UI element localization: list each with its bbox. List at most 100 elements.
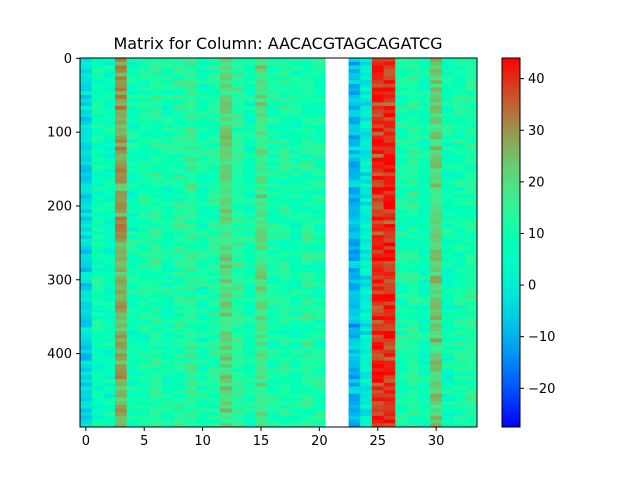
heatmap-cell [138,172,151,177]
heatmap-cell [278,61,291,66]
heatmap-cell [173,83,186,88]
heatmap-cell [441,367,455,373]
heatmap-cell [185,390,198,395]
heatmap-cell [301,286,314,291]
heatmap-cell [115,187,128,192]
heatmap-cell [150,209,163,214]
heatmap-cell [126,342,139,347]
heatmap-cell [208,316,221,321]
heatmap-cell [150,153,163,159]
heatmap-cell [441,198,455,203]
heatmap-cell [371,128,384,133]
heatmap-cell [150,404,163,409]
heatmap-cell [208,386,221,391]
heatmap-cell [150,415,163,421]
heatmap-cell [150,286,163,291]
heatmap-cell [418,227,431,232]
heatmap-cell [161,209,174,214]
heatmap-cell [196,353,209,358]
heatmap-cell [208,142,221,147]
heatmap-cell [465,183,478,188]
heatmap-cell [441,69,455,74]
heatmap-cell [161,393,174,398]
heatmap-cell [196,327,209,332]
heatmap-cell [441,316,455,321]
heatmap-cell [103,220,116,225]
heatmap-cell [115,415,128,421]
heatmap-cell [266,360,279,365]
heatmap-cell [453,419,466,424]
heatmap-cell [313,401,326,406]
heatmap-cell [173,109,186,114]
heatmap-cell [161,146,174,151]
heatmap-cell [115,379,128,384]
heatmap-cell [103,172,116,177]
heatmap-cell [301,353,314,358]
heatmap-cell [383,260,396,266]
heatmap-cell [290,360,303,365]
heatmap-cell [161,216,174,221]
heatmap-cell [185,231,198,236]
heatmap-cell [406,153,420,159]
heatmap-cell [430,367,443,373]
heatmap-cell [220,275,233,280]
heatmap-cell [243,94,256,99]
heatmap-cell [371,334,384,339]
heatmap-cell [220,408,233,413]
heatmap-cell [138,72,151,77]
heatmap-cell [196,419,209,424]
heatmap-cell [115,179,128,184]
heatmap-cell [266,238,279,243]
heatmap-cell [208,397,221,402]
heatmap-cell [278,349,291,354]
heatmap-cell [231,146,244,151]
heatmap-cell [185,179,198,184]
heatmap-cell [383,382,396,387]
heatmap-cell [290,345,303,350]
heatmap-cell [185,65,198,70]
heatmap-cell [430,128,443,133]
heatmap-cell [91,76,104,81]
heatmap-cell [406,183,420,188]
heatmap-cell [161,305,174,310]
heatmap-cell [231,356,244,361]
heatmap-cell [91,249,104,254]
heatmap-cell [418,87,431,92]
heatmap-cell [196,198,209,203]
heatmap-cell [301,415,314,421]
heatmap-cell [301,246,314,251]
heatmap-cell [185,98,198,103]
heatmap-cell [395,102,408,107]
heatmap-cell [441,393,455,398]
heatmap-cell [80,319,93,325]
heatmap-cell [255,198,268,203]
heatmap-cell [465,201,478,206]
heatmap-cell [185,319,198,325]
heatmap-cell [103,212,116,218]
heatmap-cell [465,91,478,96]
heatmap-cell [243,249,256,254]
heatmap-cell [313,98,326,103]
heatmap-cell [126,286,139,291]
heatmap-cell [371,260,384,266]
heatmap-cell [348,334,361,339]
heatmap-cell [231,201,244,206]
heatmap-cell [220,224,233,229]
heatmap-cell [395,367,408,373]
heatmap-cell [161,342,174,347]
heatmap-cell [255,227,268,232]
heatmap-cell [348,212,361,218]
heatmap-cell [313,301,326,306]
heatmap-cell [91,264,104,269]
heatmap-cell [266,198,279,203]
heatmap-cell [185,238,198,243]
heatmap-cell [441,268,455,273]
heatmap-cell [115,87,128,92]
heatmap-cell [208,301,221,306]
heatmap-cell [196,253,209,258]
heatmap-cell [173,142,186,147]
heatmap-cell [231,131,244,136]
heatmap-cell [220,165,233,170]
heatmap-cell [220,168,233,173]
heatmap-cell [395,371,408,376]
